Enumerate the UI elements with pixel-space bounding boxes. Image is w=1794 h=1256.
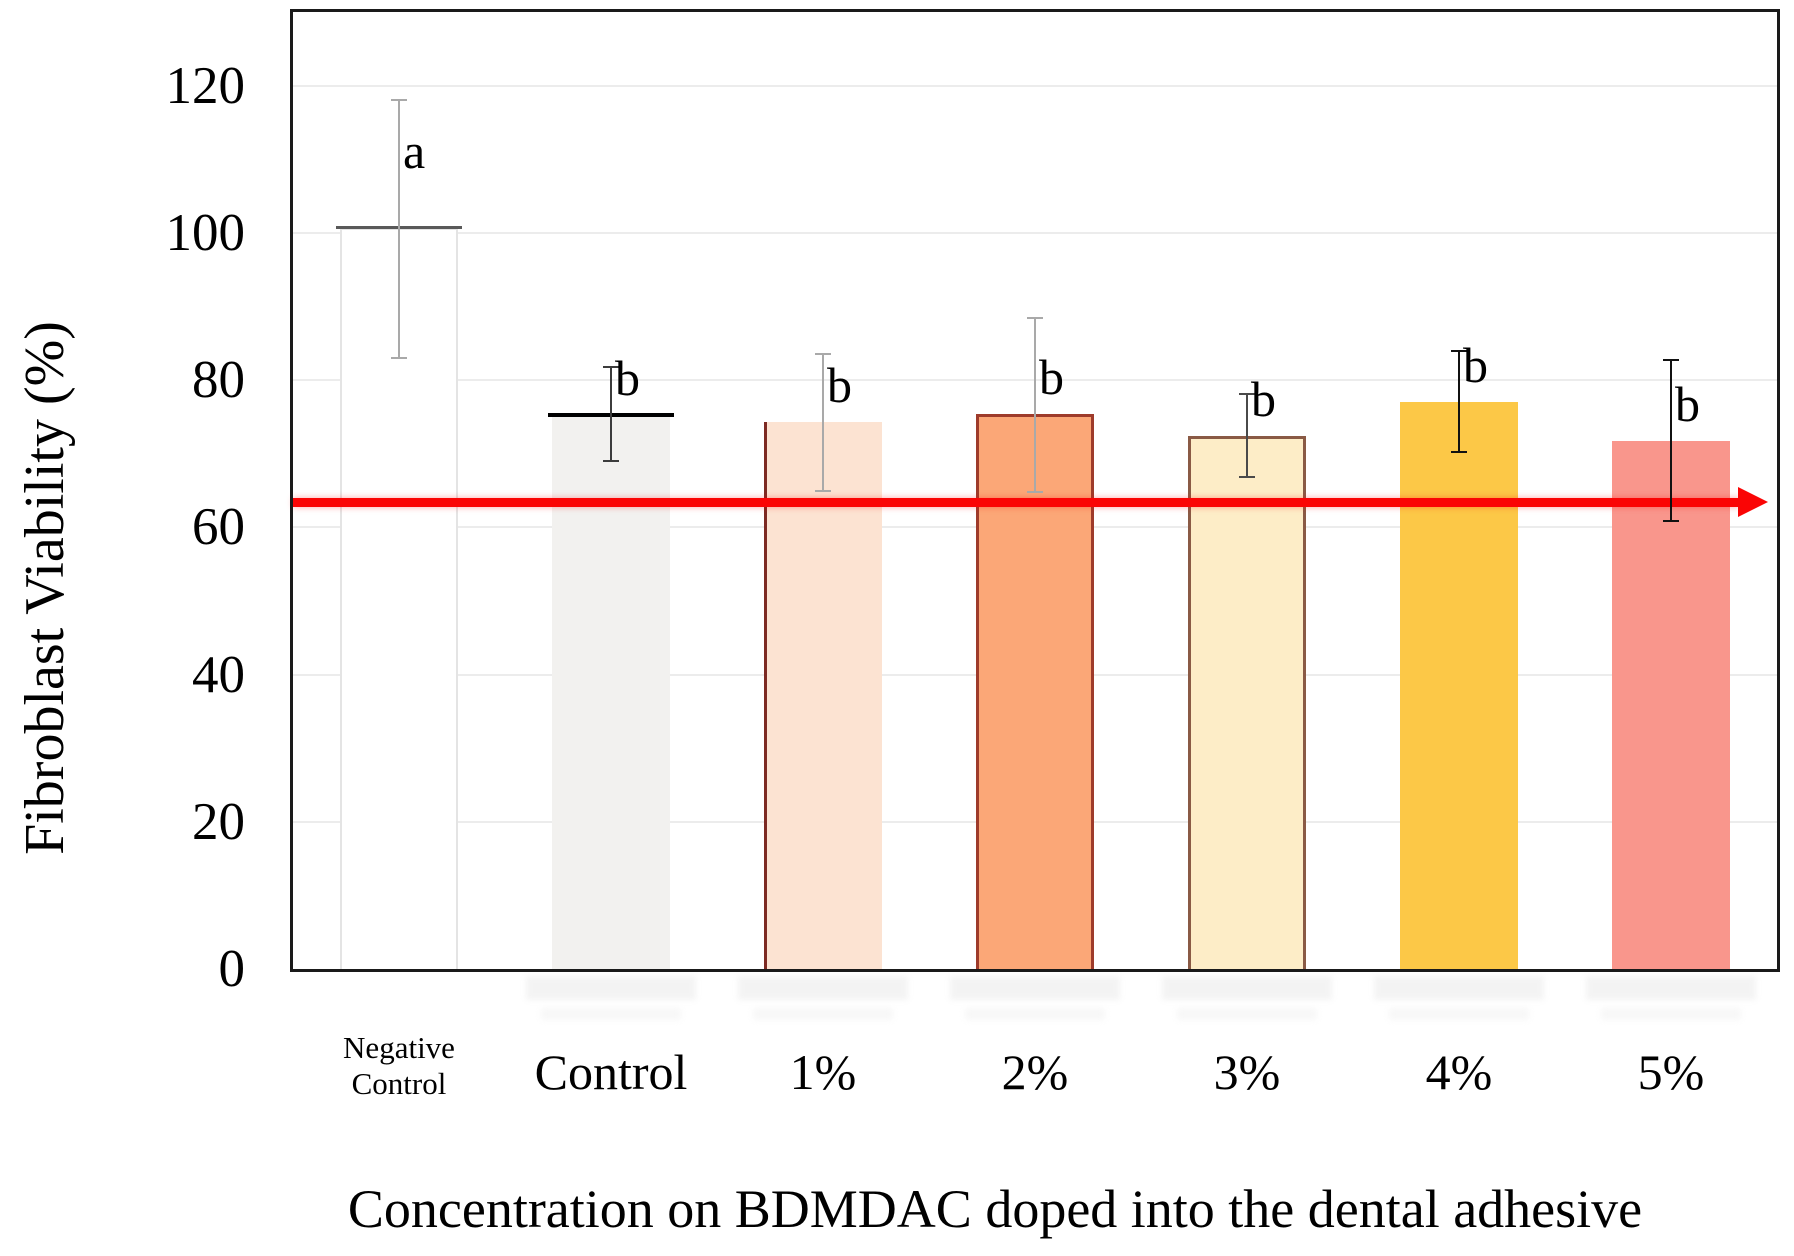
- error-bar-cap-bottom: [815, 489, 831, 492]
- y-tick-label-100: 100: [165, 203, 246, 262]
- y-tick-label-60: 60: [192, 498, 245, 557]
- significance-letter: b: [1463, 337, 1488, 394]
- error-bar-cap-top: [391, 99, 407, 102]
- redaction-artifact: [950, 976, 1120, 1000]
- y-tick-label-0: 0: [218, 940, 246, 998]
- redaction-artifact: [1374, 976, 1544, 1000]
- error-bar: [1458, 350, 1460, 453]
- redaction-artifact: [526, 976, 696, 1000]
- x-category-label: 1%: [789, 1044, 857, 1100]
- x-category-label: 4%: [1425, 1044, 1493, 1100]
- bar-4-: [1400, 402, 1518, 969]
- y-tick-label-120: 120: [165, 56, 246, 115]
- error-bar-cap-top: [1239, 393, 1255, 396]
- error-bar-cap-bottom: [391, 356, 407, 359]
- redaction-artifact: [1389, 1008, 1529, 1020]
- error-bar: [1034, 318, 1036, 492]
- reference-arrow-head: [1738, 486, 1768, 517]
- x-category-label: 3%: [1213, 1044, 1281, 1100]
- error-bar-cap-bottom: [603, 460, 619, 463]
- error-bar-cap-top: [815, 353, 831, 356]
- bar-3-: [1188, 436, 1306, 969]
- bar-control: [552, 415, 670, 969]
- x-category-label: 2%: [1001, 1044, 1069, 1100]
- x-category-label: Control: [534, 1044, 688, 1100]
- error-bar: [1670, 360, 1672, 522]
- error-bar: [1246, 394, 1248, 477]
- significance-letter: b: [615, 350, 640, 407]
- redaction-artifact: [753, 1008, 893, 1020]
- significance-letter: b: [827, 357, 852, 414]
- gridline-y-100: [293, 231, 1777, 234]
- significance-letter: b: [1251, 371, 1276, 428]
- error-bar-cap-bottom: [1027, 490, 1043, 493]
- redaction-artifact: [738, 976, 908, 1000]
- x-category-label: Negative Control: [343, 1030, 455, 1101]
- redaction-artifact: [1162, 976, 1332, 1000]
- error-bar-cap-bottom: [1663, 520, 1679, 523]
- redaction-artifact: [1601, 1008, 1741, 1020]
- y-tick-label-20: 20: [192, 792, 245, 851]
- gridline-y-120: [293, 84, 1777, 87]
- bar-1-: [764, 422, 882, 969]
- error-bar-cap-top: [1663, 359, 1679, 362]
- reference-arrow-line: [293, 497, 1740, 507]
- error-bar: [822, 354, 824, 491]
- bar-5-: [1612, 441, 1730, 969]
- error-bar-cap-top: [1027, 317, 1043, 320]
- error-bar: [610, 366, 612, 462]
- x-category-label: 5%: [1637, 1044, 1705, 1100]
- y-tick-label-80: 80: [192, 351, 245, 410]
- redaction-artifact: [965, 1008, 1105, 1020]
- error-bar-cap-top: [603, 365, 619, 368]
- significance-letter: b: [1675, 376, 1700, 433]
- significance-letter: a: [403, 123, 426, 180]
- redaction-artifact: [541, 1008, 681, 1020]
- y-tick-label-40: 40: [192, 645, 245, 704]
- redaction-artifact: [1586, 976, 1756, 1000]
- error-bar: [398, 100, 400, 358]
- significance-letter: b: [1039, 348, 1064, 405]
- x-axis-title: Concentration on BDMDAC doped into the d…: [347, 1179, 1643, 1239]
- error-bar-cap-bottom: [1451, 451, 1467, 454]
- error-bar-cap-bottom: [1239, 475, 1255, 478]
- error-bar-cap-top: [1451, 349, 1467, 352]
- redaction-artifact: [1177, 1008, 1317, 1020]
- y-axis-title: Fibroblast Viability (%): [14, 321, 76, 855]
